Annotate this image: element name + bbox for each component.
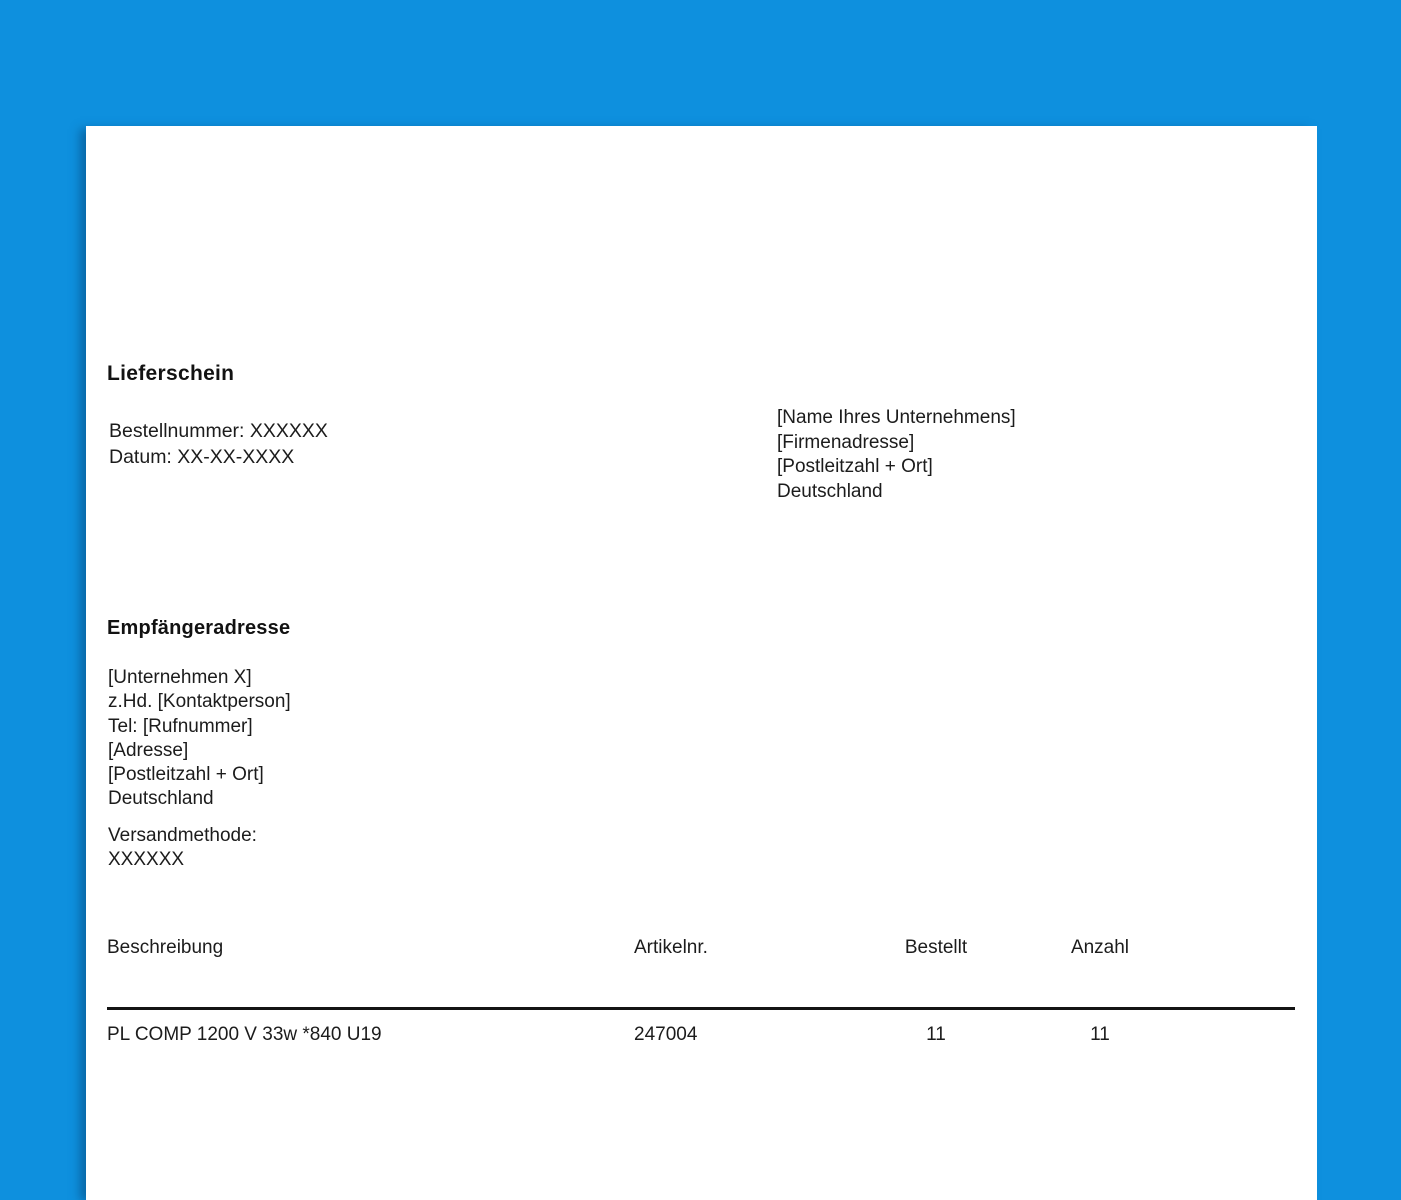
- column-header-bestellt: Bestellt: [904, 937, 968, 958]
- recipient-address-block: [Unternehmen X] z.Hd. [Kontaktperson] Te…: [108, 666, 291, 812]
- recipient-contact-line: z.Hd. [Kontaktperson]: [108, 691, 291, 713]
- recipient-postal-city-line: [Postleitzahl + Ort]: [108, 764, 264, 786]
- recipient-country-line: Deutschland: [108, 788, 214, 810]
- recipient-address-heading: Empfängeradresse: [107, 617, 291, 639]
- cell-ordered-quantity: 11: [926, 1024, 946, 1045]
- order-meta-block: Bestellnummer: XXXXXX Datum: XX-XX-XXXX: [109, 418, 328, 470]
- shipping-method-label: Versandmethode:: [108, 825, 257, 846]
- sender-street-line: [Firmenadresse]: [777, 431, 915, 453]
- shipping-method-value: XXXXXX: [108, 849, 185, 871]
- table-divider-rule: [107, 1007, 1295, 1010]
- sender-country-line: Deutschland: [777, 480, 883, 502]
- document-title: Lieferschein: [107, 362, 235, 385]
- sender-address-block: [Name Ihres Unternehmens] [Firmenadresse…: [777, 406, 1016, 504]
- cell-quantity: 11: [1090, 1024, 1110, 1045]
- cell-article-number: 247004: [634, 1024, 698, 1045]
- sender-postal-city-line: [Postleitzahl + Ort]: [777, 456, 933, 477]
- column-header-beschreibung: Beschreibung: [107, 937, 224, 958]
- column-header-anzahl: Anzahl: [1070, 937, 1130, 958]
- sender-company-name-line: [Name Ihres Unternehmens]: [777, 407, 1016, 428]
- cell-description: PL COMP 1200 V 33w *840 U19: [107, 1024, 382, 1045]
- column-header-artikelnr: Artikelnr.: [634, 937, 708, 958]
- items-table: Beschreibung Artikelnr. Bestellt Anzahl …: [107, 936, 1295, 1047]
- recipient-street-line: [Adresse]: [108, 739, 189, 761]
- order-date-line: Datum: XX-XX-XXXX: [109, 446, 295, 468]
- table-header-row: Beschreibung Artikelnr. Bestellt Anzahl: [107, 936, 1295, 960]
- order-number-line: Bestellnummer: XXXXXX: [109, 420, 328, 442]
- recipient-company-line: [Unternehmen X]: [108, 667, 252, 688]
- shipping-method-block: Versandmethode: XXXXXX: [108, 824, 257, 873]
- recipient-phone-line: Tel: [Rufnummer]: [108, 715, 253, 737]
- delivery-note-document: Lieferschein Bestellnummer: XXXXXX Datum…: [86, 126, 1317, 1200]
- table-row: PL COMP 1200 V 33w *840 U19 247004 11 11: [107, 1023, 1295, 1047]
